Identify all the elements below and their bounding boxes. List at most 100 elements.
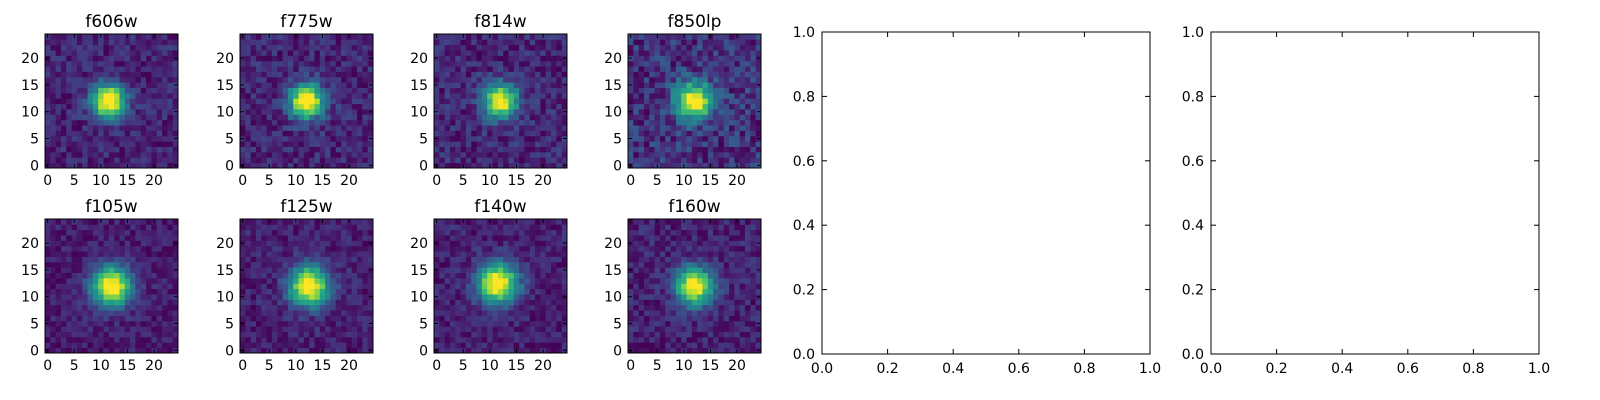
x-tick-label: 5 (70, 358, 79, 374)
heatmap-pixel (271, 219, 278, 225)
heatmap-pixel (309, 82, 315, 88)
heatmap-pixel (114, 342, 120, 349)
heatmap-pixel (87, 114, 94, 121)
heatmap-pixel (649, 39, 655, 46)
heatmap-pixel (335, 283, 342, 290)
heatmap-pixel (519, 130, 525, 137)
heatmap-pixel (162, 219, 168, 225)
heatmap-pixel (519, 326, 525, 332)
heatmap-pixel (335, 55, 342, 62)
heatmap-pixel (162, 261, 168, 268)
heatmap-pixel (282, 240, 289, 247)
heatmap-pixel (707, 283, 714, 290)
heatmap-pixel (277, 50, 283, 56)
heatmap-pixel (167, 34, 174, 40)
heatmap-pixel (287, 114, 294, 121)
heatmap-pixel (261, 219, 267, 225)
heatmap-pixel (449, 146, 456, 153)
heatmap-pixel (471, 272, 477, 279)
heatmap-pixel (503, 82, 509, 88)
heatmap-pixel (156, 66, 163, 72)
heatmap-pixel (82, 283, 88, 290)
heatmap-pixel (87, 76, 94, 83)
heatmap-pixel (271, 39, 278, 46)
heatmap-pixel (718, 82, 725, 88)
heatmap-pixel (130, 331, 136, 338)
heatmap-pixel (513, 304, 520, 311)
heatmap-pixel (277, 310, 283, 316)
heatmap-pixel (465, 109, 472, 115)
heatmap-pixel (540, 272, 547, 279)
heatmap-pixel (346, 251, 353, 257)
heatmap-pixel (643, 151, 650, 158)
heatmap-pixel (341, 135, 347, 142)
heatmap-pixel (556, 283, 563, 290)
heatmap-pixel (351, 245, 358, 252)
heatmap-pixel (98, 114, 104, 121)
heatmap-pixel (556, 326, 563, 332)
heatmap-pixel (670, 114, 677, 121)
heatmap-pixel (314, 109, 321, 115)
heatmap-pixel (172, 130, 179, 137)
heatmap-pixel (108, 331, 115, 338)
heatmap-pixel (266, 119, 273, 126)
heatmap-pixel (55, 141, 62, 147)
heatmap-pixel (362, 135, 369, 142)
heatmap-pixel (314, 44, 321, 51)
heatmap-pixel (628, 342, 634, 349)
heatmap-pixel (545, 229, 552, 236)
x-tick-label: 20 (534, 173, 552, 189)
heatmap-pixel (465, 34, 472, 40)
heatmap-pixel (481, 125, 488, 131)
heatmap-pixel (266, 151, 273, 158)
heatmap-pixel (45, 310, 51, 316)
x-tick-label: 15 (508, 173, 526, 189)
heatmap-pixel (277, 336, 283, 343)
heatmap-pixel (718, 336, 725, 343)
heatmap-pixel (739, 71, 746, 78)
heatmap-pixel (92, 326, 99, 332)
heatmap-pixel (108, 310, 115, 316)
heatmap-pixel (697, 50, 703, 56)
heatmap-pixel (702, 98, 709, 105)
heatmap-pixel (471, 60, 477, 67)
heatmap-pixel (524, 141, 531, 147)
heatmap-pixel (508, 288, 515, 295)
heatmap-pixel (271, 119, 278, 126)
heatmap-pixel (87, 336, 94, 343)
heatmap-pixel (172, 146, 179, 153)
heatmap-pixel (255, 34, 262, 40)
heatmap-pixel (487, 224, 493, 231)
heatmap-pixel (659, 347, 666, 354)
heatmap-pixel (156, 224, 163, 231)
heatmap-pixel (670, 331, 677, 338)
heatmap-pixel (346, 299, 353, 306)
heatmap-pixel (492, 55, 499, 62)
heatmap-pixel (561, 272, 568, 279)
heatmap-pixel (455, 256, 461, 263)
heatmap-pixel (362, 347, 369, 354)
heatmap-pixel (124, 92, 131, 99)
heatmap-pixel (455, 245, 461, 252)
heatmap-pixel (739, 315, 746, 322)
heatmap-pixel (245, 119, 252, 126)
x-tick-label: 20 (145, 358, 163, 374)
heatmap-pixel (55, 310, 62, 316)
heatmap-pixel (449, 288, 456, 295)
heatmap-pixel (303, 135, 310, 142)
heatmap-pixel (659, 98, 666, 105)
heatmap-pixel (750, 60, 757, 67)
heatmap-pixel (277, 240, 283, 247)
heatmap-pixel (108, 34, 115, 40)
heatmap-pixel (665, 304, 671, 311)
heatmap-pixel (628, 130, 634, 137)
heatmap-pixel (287, 151, 294, 158)
heatmap-pixel (638, 125, 645, 131)
heatmap-pixel (686, 299, 693, 306)
heatmap-pixel (245, 135, 252, 142)
heatmap-pixel (50, 71, 57, 78)
heatmap-pixel (255, 66, 262, 72)
heatmap-pixel (108, 76, 115, 83)
heatmap-pixel (55, 288, 62, 295)
heatmap-pixel (449, 277, 456, 284)
